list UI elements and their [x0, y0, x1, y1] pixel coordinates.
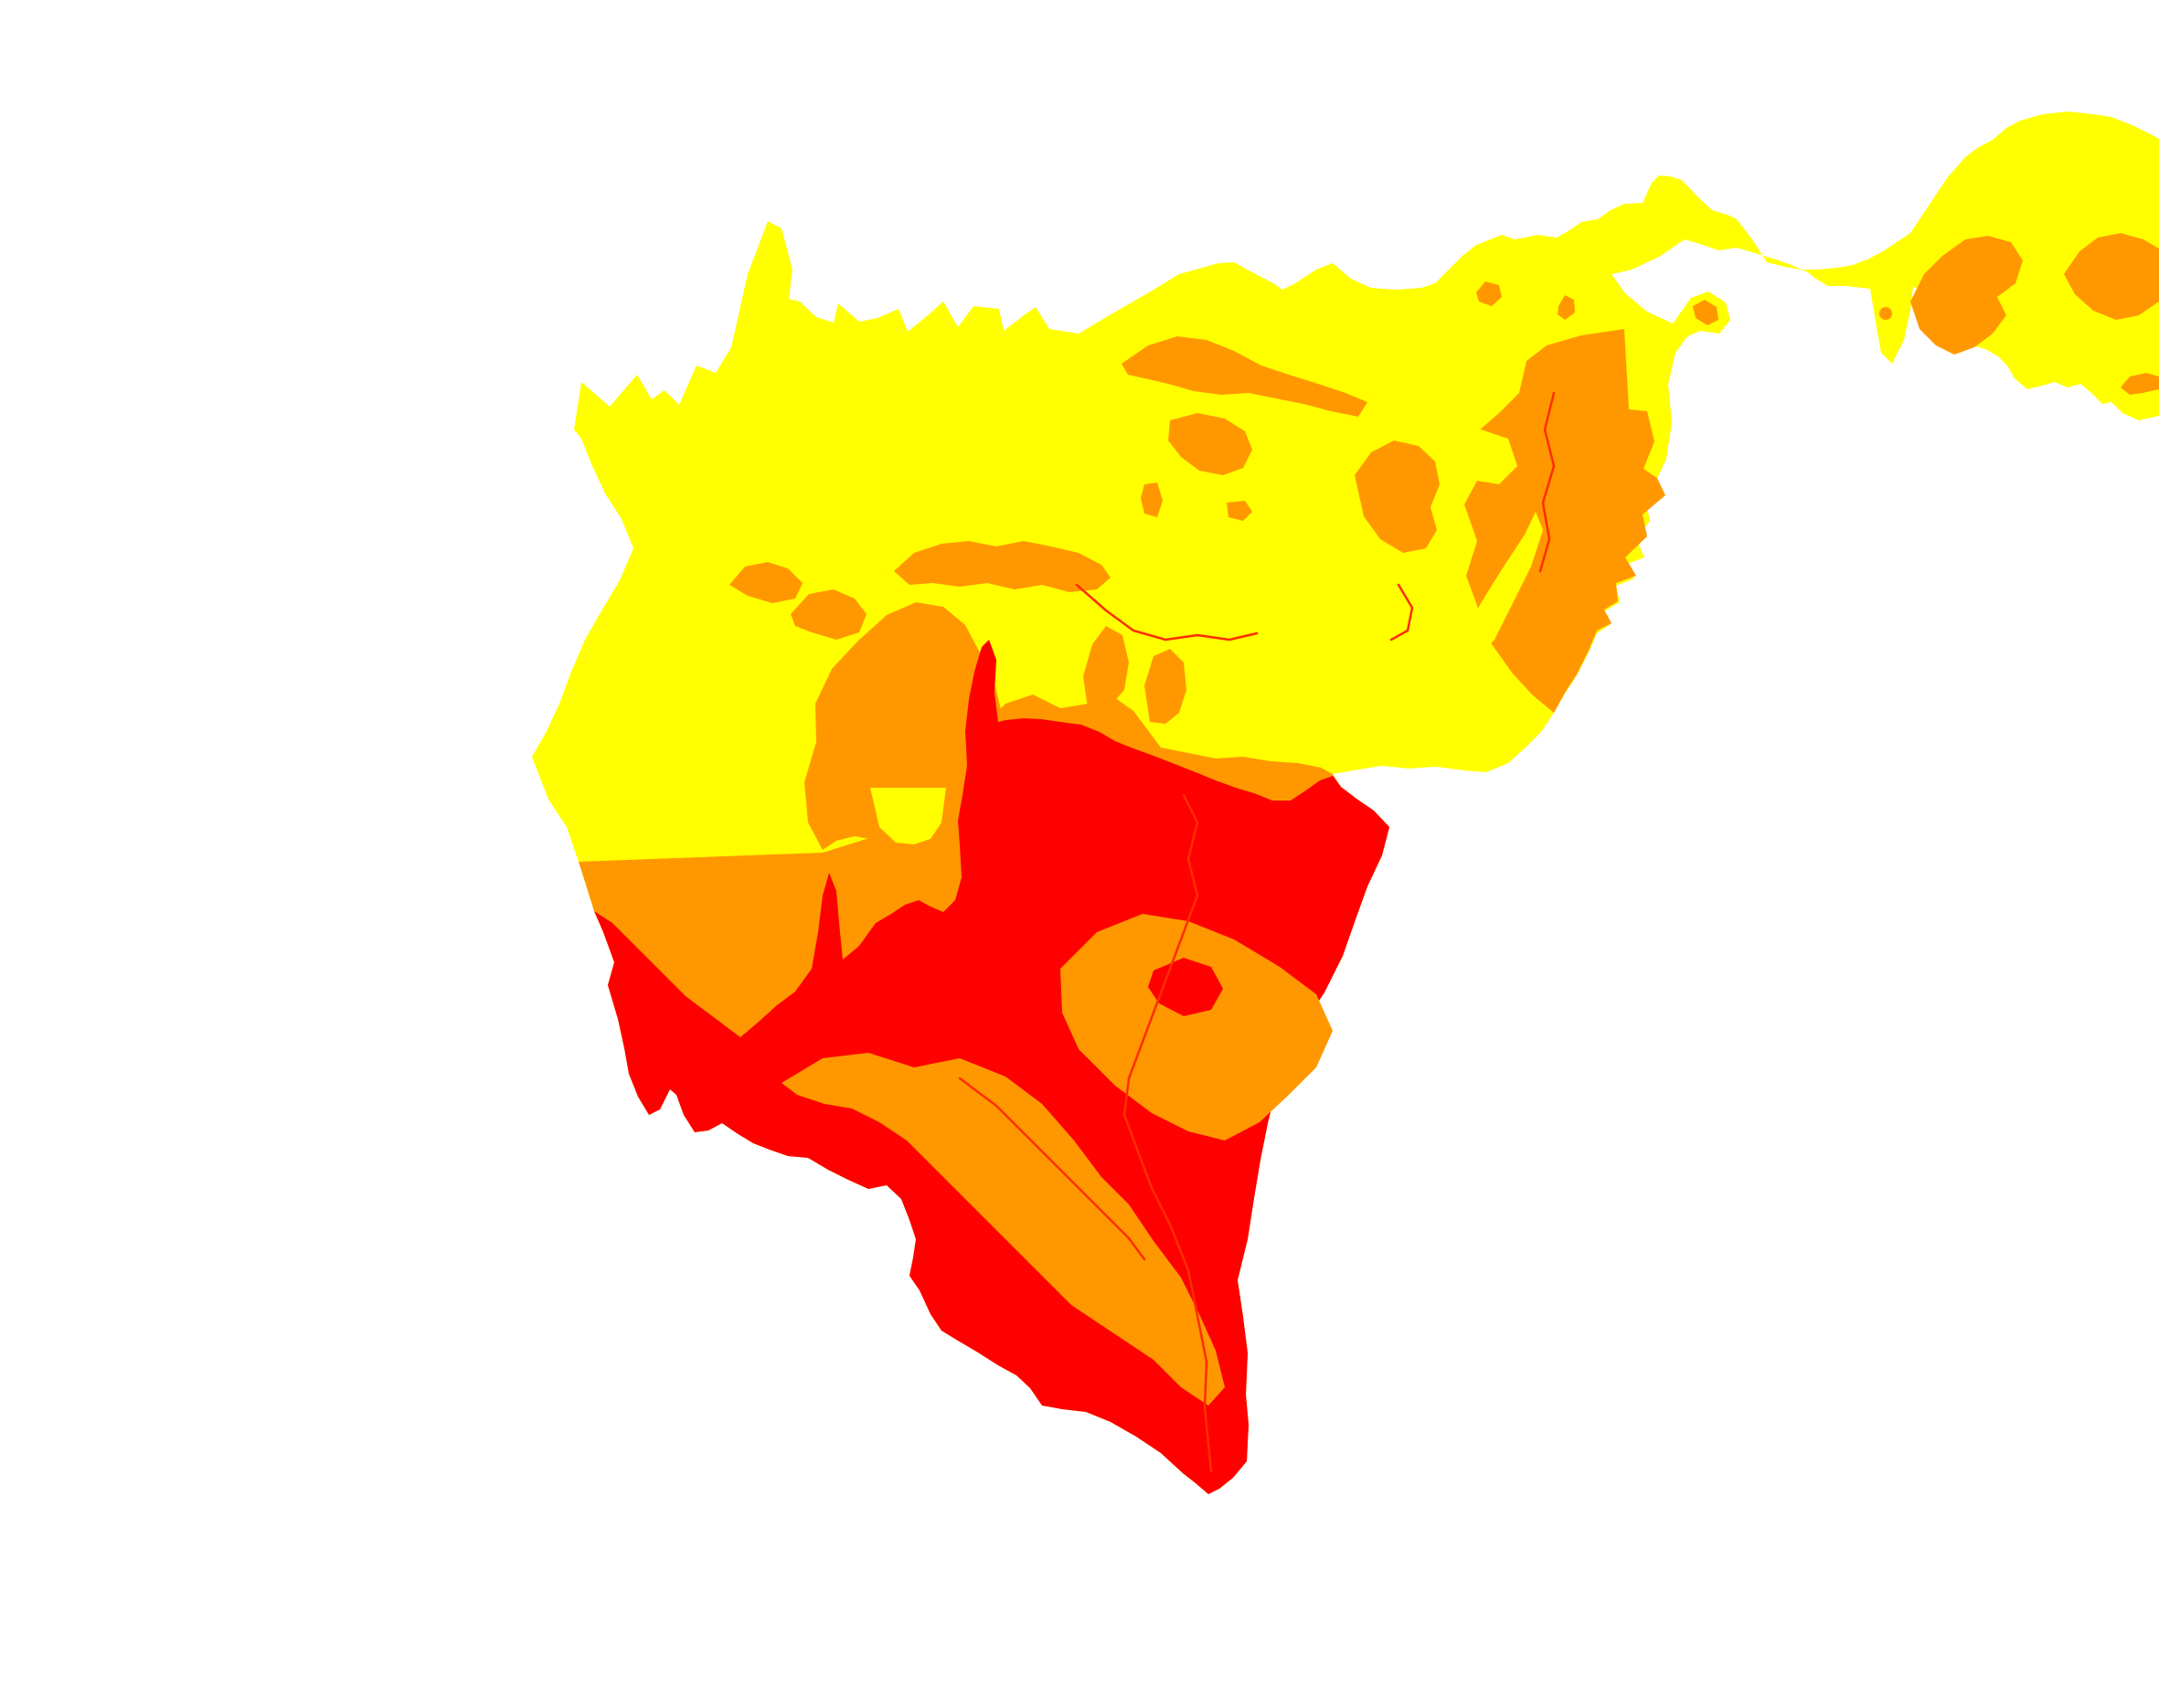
orange-island-streak: [2121, 373, 2159, 395]
orange-patch-e: [1476, 281, 1502, 306]
orange-patch-west-1: [729, 562, 803, 603]
yellow-tongue-central: [870, 788, 946, 844]
stream-line-main: [1122, 793, 1213, 1473]
orange-bump-inside: [1693, 300, 1718, 325]
yellow-finger-east-2: [1462, 512, 1543, 658]
orange-tongue-1: [1083, 626, 1129, 708]
orange-central-bulge: [804, 602, 1008, 850]
stream-line-branch: [958, 1077, 1146, 1261]
orange-patch-b: [1141, 483, 1163, 517]
orange-patch-f: [1558, 295, 1575, 320]
zone-high-islets: [1148, 958, 1223, 1016]
orange-rightmass-2: [2064, 233, 2159, 320]
orange-patch-d: [1355, 440, 1440, 553]
stream-line-eastrim: [1538, 391, 1556, 573]
zone-low-fingers: [870, 430, 1543, 844]
orange-streak-northeast: [1122, 336, 1367, 417]
stream-line-north: [1075, 583, 1259, 642]
boundary-lines: [958, 391, 1556, 1473]
orange-rightmass-dot: [1879, 307, 1892, 320]
stream-line-eastrim-2: [1389, 583, 1414, 642]
orange-patch-west-2: [791, 589, 867, 640]
orange-valley-main: [782, 1053, 1225, 1406]
red-blob-north: [1104, 809, 1154, 850]
orange-east-rim: [1464, 329, 1665, 713]
orange-patch-c: [1227, 501, 1252, 521]
orange-tongue-2: [1144, 649, 1186, 724]
yellow-finger-east-1: [1449, 430, 1517, 484]
red-islet: [1148, 958, 1223, 1016]
orange-streak-central: [894, 541, 1111, 592]
orange-patch-a: [1168, 413, 1252, 475]
orange-rightmass-1: [1910, 236, 2023, 355]
